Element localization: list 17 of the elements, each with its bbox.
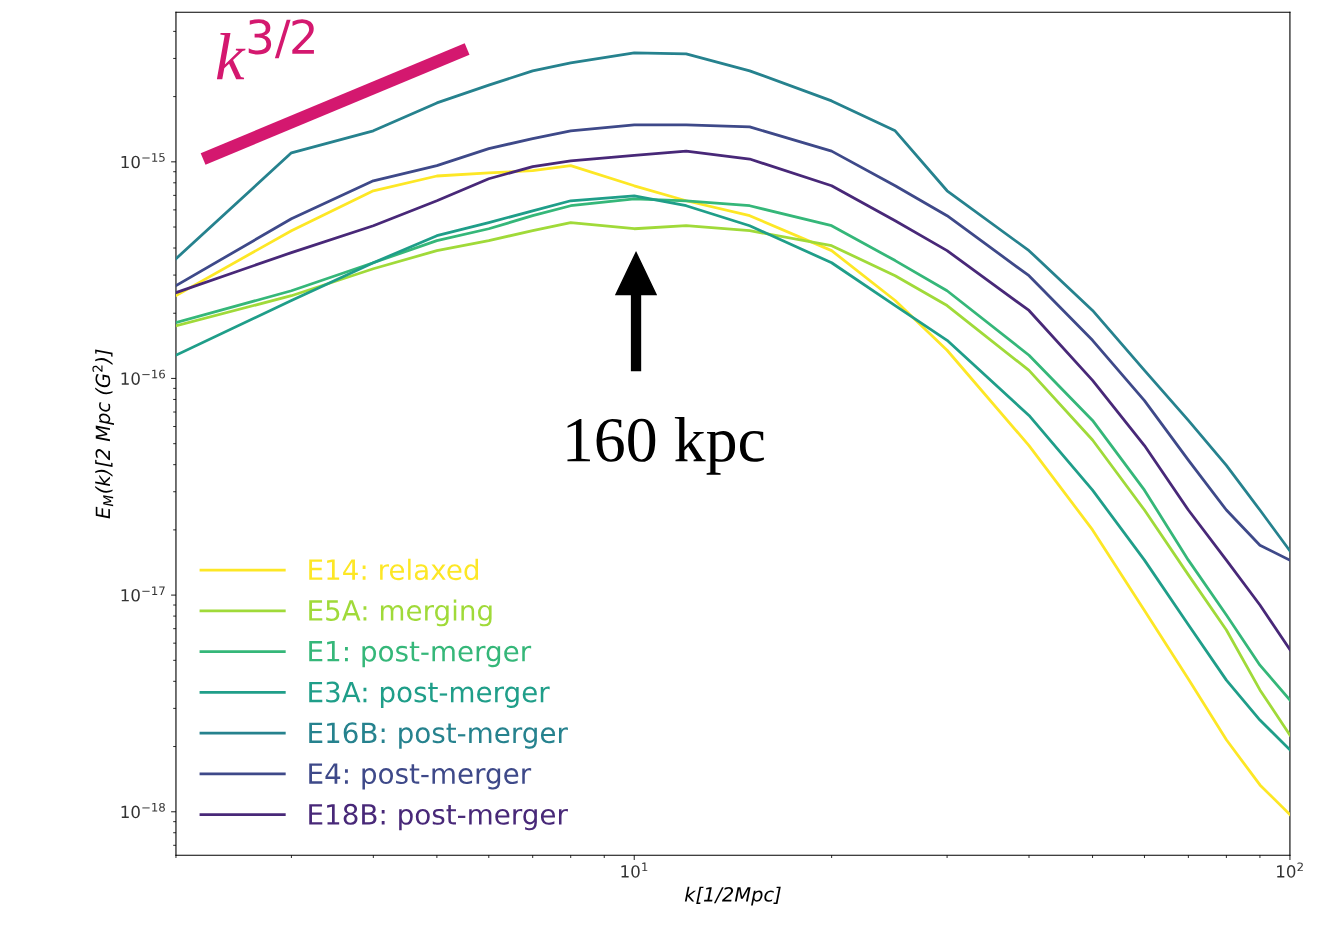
x-axis-title: k[1/2Mpc] [684, 886, 781, 906]
y-tick-label: 10$^{−18}$ [121, 802, 165, 819]
legend-label: E16B: post-merger [309, 722, 568, 749]
y-tick-label: 10$^{−17}$ [121, 586, 165, 602]
x-tick-label: 10$^{1}$ [621, 862, 648, 878]
x-tick-label: 10$^{2}$ [1277, 862, 1303, 878]
legend-label: E3A: post-merger [309, 681, 550, 708]
legend-label: E5A: merging [309, 599, 492, 627]
annotation: 160 kpc [567, 416, 764, 475]
y-tick-label: 10$^{−15}$ [121, 153, 165, 169]
legend-label: E1: post-merger [309, 641, 532, 668]
legend-label: E4: post-merger [309, 763, 532, 790]
y-axis-title: E$_{M}$(k)[2 Mpc (G$^{2}$)] [92, 349, 114, 519]
legend-label: E14: relaxed [309, 558, 478, 581]
legend-label: E18B: post-merger [309, 803, 568, 831]
annotation: k$^{3/2}$ [216, 19, 314, 80]
y-tick-label: 10$^{−16}$ [121, 369, 165, 385]
